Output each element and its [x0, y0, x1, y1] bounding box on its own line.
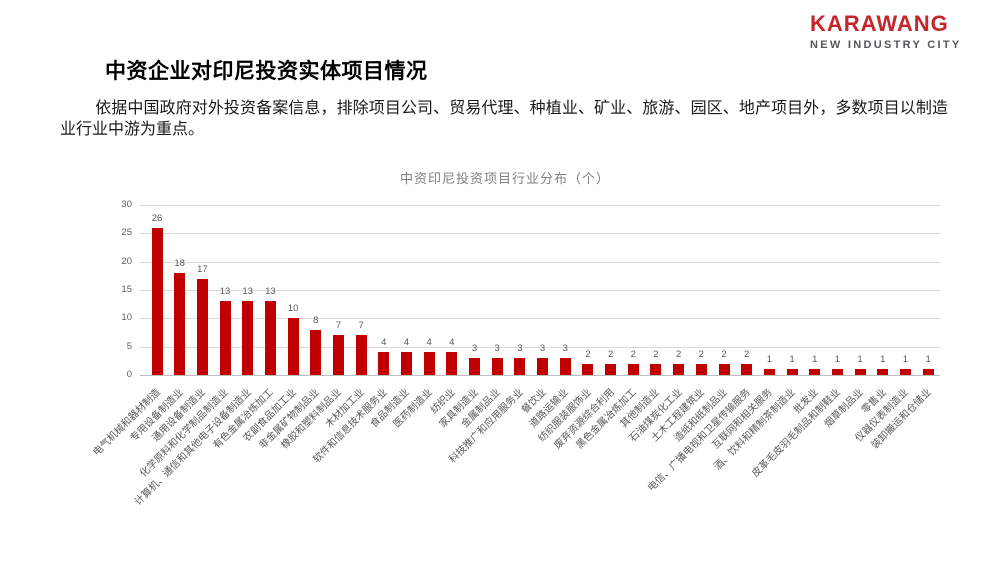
bar: [469, 358, 481, 375]
grid-line: [140, 205, 940, 206]
bar-value-label: 2: [653, 348, 659, 360]
bar: [287, 318, 299, 375]
y-axis-label: 20: [121, 255, 132, 267]
bar-value-label: 8: [313, 314, 319, 326]
bar-value-label: 3: [539, 343, 546, 354]
bar: [809, 369, 821, 375]
bar-value-label: 17: [197, 263, 208, 275]
bar: [559, 358, 571, 375]
bar-value-label: 3: [494, 343, 500, 354]
bar-value-label: 7: [358, 320, 364, 332]
bar-value-label: 7: [335, 320, 342, 332]
bar-value-label: 1: [925, 354, 931, 366]
bar: [196, 278, 208, 375]
bar-value-label: 2: [698, 348, 704, 360]
bar-value-label: 4: [426, 337, 432, 349]
bar: [491, 358, 503, 375]
bar-value-label: 1: [812, 354, 818, 366]
bar-value-label: 2: [585, 348, 591, 360]
bar-value-label: 2: [607, 348, 614, 360]
bar: [650, 363, 662, 375]
bar: [718, 363, 730, 375]
grid-line: [140, 290, 940, 291]
bar-value-label: 1: [766, 354, 772, 366]
bar: [332, 335, 344, 375]
bar-value-label: 18: [174, 258, 185, 269]
bar: [264, 301, 276, 375]
bar: [854, 369, 866, 375]
y-axis-label: 30: [121, 199, 132, 210]
bar-value-label: 13: [265, 286, 276, 298]
chart-title: 中资印尼投资项目行业分布（个）: [399, 171, 610, 186]
bar: [310, 329, 322, 375]
bar: [400, 352, 412, 375]
bar: [741, 363, 753, 375]
y-axis-label: 0: [126, 369, 132, 380]
page-title: 中资企业对印尼投资实体项目情况: [105, 60, 428, 83]
bar-value-label: 26: [151, 212, 163, 224]
bar: [831, 369, 843, 375]
bar: [378, 352, 390, 375]
y-axis-label: 25: [121, 227, 132, 239]
bar-value-label: 1: [857, 354, 863, 366]
bar: [605, 363, 617, 375]
bar: [673, 363, 685, 375]
bar-value-label: 4: [403, 337, 410, 349]
bar: [899, 369, 911, 375]
bar-value-label: 2: [630, 348, 636, 360]
y-axis-label: 15: [121, 284, 132, 295]
grid-line: [140, 346, 940, 348]
bar-value-label: 2: [721, 348, 727, 360]
bar: [763, 369, 775, 375]
plot-area: 0 5 10 15 20 25 30 26 电气机械和器材制造 18 专用设备制造业 17 通用设备制造…: [91, 199, 940, 508]
bar: [423, 352, 435, 375]
y-axis-label: 5: [126, 340, 132, 352]
brand-name: KARAWANG: [810, 11, 949, 36]
bar-value-label: 4: [381, 337, 387, 349]
grid-line: [140, 261, 940, 263]
bar: [446, 352, 458, 375]
bar: [922, 369, 934, 375]
bar-value-label: 1: [880, 354, 886, 366]
bar-value-label: 1: [902, 354, 909, 366]
bar-value-label: 13: [219, 286, 231, 298]
bar: [627, 363, 639, 375]
bar: [514, 358, 526, 375]
grid-line: [140, 233, 940, 235]
bar: [582, 363, 594, 375]
bar-value-label: 1: [789, 354, 795, 366]
bar-value-label: 3: [471, 343, 478, 354]
bar-value-label: 10: [287, 303, 299, 315]
bar-value-label: 3: [562, 343, 568, 354]
bar-value-label: 2: [675, 348, 682, 360]
bar-value-label: 3: [517, 343, 523, 354]
y-axis-label: 10: [121, 312, 132, 324]
bar-value-label: 4: [449, 337, 455, 349]
bar: [786, 369, 798, 375]
grid-line: [140, 318, 940, 320]
bar: [219, 301, 231, 375]
bar-value-label: 1: [834, 354, 841, 366]
body-paragraph: 依据中国政府对外投资备案信息，排除项目公司、贸易代理、种植业、矿业、旅游、园区、…: [60, 100, 948, 138]
bar-value-label: 13: [242, 286, 253, 298]
bar: [877, 369, 889, 375]
bar: [537, 358, 549, 375]
bar: [242, 301, 254, 375]
bar-value-label: 2: [744, 348, 750, 360]
bar: [174, 273, 186, 375]
x-axis-line: [140, 375, 940, 376]
brand-tagline: NEW INDUSTRY CITY: [810, 39, 962, 52]
bar: [695, 363, 707, 375]
bar: [151, 227, 163, 375]
bar: [355, 335, 367, 375]
brand-logo: KARAWANG NEW INDUSTRY CITY: [810, 11, 990, 52]
